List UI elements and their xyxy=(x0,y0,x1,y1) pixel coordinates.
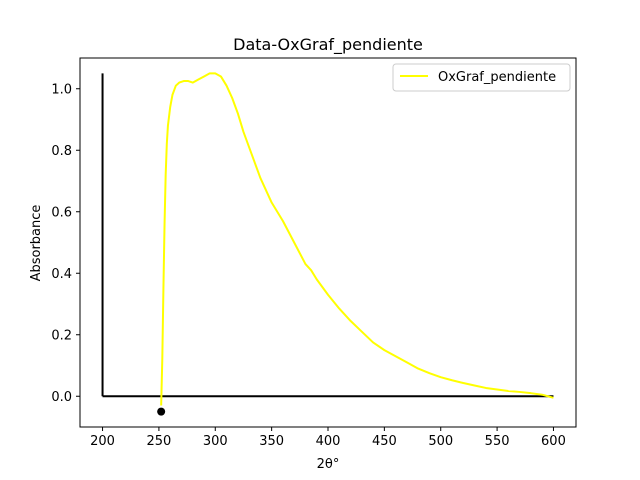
x-tick-label: 550 xyxy=(485,434,510,449)
y-tick-label: 0.2 xyxy=(51,328,72,343)
y-tick-label: 0.4 xyxy=(51,267,72,282)
overlay-layer xyxy=(101,73,554,398)
y-axis-ticks: 0.0 0.2 0.4 0.6 0.8 1.0 xyxy=(51,82,80,405)
x-tick-label: 450 xyxy=(372,434,397,449)
marker-layer xyxy=(157,407,166,416)
x-tick-label: 600 xyxy=(541,434,566,449)
series-line-0 xyxy=(160,72,554,406)
x-tick-label: 500 xyxy=(428,434,453,449)
y-tick-label: 1.0 xyxy=(51,82,72,97)
y-tick-label: 0.6 xyxy=(51,205,72,220)
x-tick-label: 400 xyxy=(316,434,341,449)
x-tick-label: 300 xyxy=(203,434,228,449)
y-axis-label: Absorbance xyxy=(29,205,44,282)
x-tick-label: 200 xyxy=(90,434,115,449)
x-axis-label: 2θ° xyxy=(317,457,340,472)
legend: OxGraf_pendiente xyxy=(392,63,571,92)
plot-frame xyxy=(79,57,577,428)
marker-point-0 xyxy=(157,407,166,416)
legend-box xyxy=(392,63,571,92)
chart-title: Data-OxGraf_pendiente xyxy=(233,35,423,55)
x-tick-label: 350 xyxy=(259,434,284,449)
x-tick-label: 250 xyxy=(146,434,171,449)
x-axis-ticks: 200 250 300 350 400 450 500 550 600 xyxy=(90,427,566,449)
legend-label: OxGraf_pendiente xyxy=(438,70,556,85)
y-tick-label: 0.0 xyxy=(51,390,72,405)
series-layer xyxy=(160,72,554,406)
y-tick-label: 0.8 xyxy=(51,144,72,159)
